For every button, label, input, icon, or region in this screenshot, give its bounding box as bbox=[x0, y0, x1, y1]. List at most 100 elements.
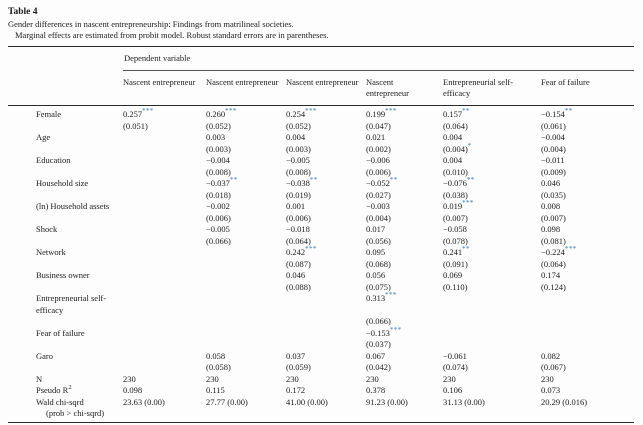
coefficient-value: 0.046 bbox=[541, 178, 628, 190]
table-row: Female 0.257*** (0.051) 0.260*** (0.052) 0.25… bbox=[8, 108, 634, 133]
standard-error: (0.035) bbox=[541, 190, 628, 202]
row-label: Education bbox=[8, 155, 123, 178]
coefficient-number: 0.067 bbox=[366, 350, 386, 361]
coefficient-cell: 0.058 (0.058) bbox=[206, 351, 286, 374]
significance-stars: ** bbox=[466, 177, 475, 185]
standard-error-number: (0.047) bbox=[366, 120, 391, 131]
coefficient-cell bbox=[123, 293, 206, 328]
coefficient-cell bbox=[123, 201, 206, 224]
row-label: Wald chi-sqrd (prob > chi-sqrd) bbox=[8, 397, 123, 420]
coefficient-cell bbox=[541, 328, 634, 351]
coefficient-value: 0.098 bbox=[541, 224, 628, 236]
significance-stars: *** bbox=[385, 292, 397, 300]
coefficient-cell bbox=[123, 270, 206, 293]
coefficient-value: −0.061 bbox=[443, 351, 535, 363]
significance-stars: *** bbox=[305, 246, 317, 254]
table-row: Household size −0.037** (0.018) −0.038** (0.… bbox=[8, 177, 634, 202]
coefficient-cell bbox=[206, 328, 286, 351]
standard-error: (0.003) bbox=[206, 144, 280, 156]
coefficient-cell: 0.001 (0.006) bbox=[286, 201, 366, 224]
coefficient-number: 0.242 bbox=[286, 247, 306, 257]
coefficient-cell bbox=[206, 247, 286, 270]
coefficient-cell: −0.005 (0.008) bbox=[286, 155, 366, 178]
row-label: Business owner bbox=[8, 270, 123, 293]
standard-error-number: (0.027) bbox=[366, 189, 391, 200]
coefficient-cell bbox=[206, 270, 286, 293]
standard-error: (0.027) bbox=[366, 190, 437, 202]
stat-cell: 20.29 (0.016) bbox=[541, 397, 634, 420]
stat-value: 230 bbox=[541, 373, 554, 384]
coefficient-value: −0.004 bbox=[541, 132, 628, 144]
coefficient-value: −0.006 bbox=[366, 155, 437, 167]
coefficient-number: 0.008 bbox=[541, 201, 561, 211]
coefficient-cell: 0.019*** (0.007) bbox=[443, 200, 541, 224]
significance-stars: *** bbox=[385, 108, 397, 116]
significance-stars: *** bbox=[225, 108, 237, 116]
standard-error-number: (0.003) bbox=[286, 143, 311, 154]
standard-error-number: (0.052) bbox=[206, 120, 231, 131]
coefficient-value: 0.001 bbox=[286, 201, 360, 213]
coefficient-number: 0.069 bbox=[443, 270, 463, 280]
standard-error: (0.038) bbox=[443, 190, 535, 202]
stats-row: N 230 230 230 230 230 230 bbox=[8, 374, 634, 386]
coefficient-cell: −0.002 (0.006) bbox=[206, 201, 286, 224]
coefficient-value: 0.019*** bbox=[443, 200, 535, 213]
stat-value: 91.23 (0.00) bbox=[366, 396, 408, 407]
coefficient-cell: 0.004 (0.003) bbox=[286, 132, 366, 155]
standard-error-number: (0.004) bbox=[443, 143, 468, 154]
row-label-text: N bbox=[36, 373, 43, 384]
standard-error: (0.075) bbox=[366, 282, 437, 294]
coefficient-value: −0.154** bbox=[541, 108, 628, 121]
significance-stars: ** bbox=[564, 108, 573, 116]
coefficient-cell: 0.046 (0.035) bbox=[541, 178, 634, 201]
stat-cell: 0.098 bbox=[123, 385, 206, 397]
standard-error-number: (0.061) bbox=[541, 120, 566, 131]
coefficient-cell: 0.004 (0.004)* bbox=[443, 132, 541, 155]
coefficient-value: −0.058 bbox=[443, 224, 535, 236]
standard-error: (0.124) bbox=[541, 282, 628, 294]
standard-error-number: (0.075) bbox=[366, 281, 391, 292]
coefficient-value: −0.037** bbox=[206, 177, 280, 190]
coefficient-cell: 0.037 (0.059) bbox=[286, 351, 366, 374]
standard-error: (0.110) bbox=[443, 282, 535, 294]
coefficient-cell: 0.199*** (0.047) bbox=[366, 108, 443, 132]
stat-value: 31.13 (0.00) bbox=[443, 396, 485, 407]
coefficient-number: 0.199 bbox=[366, 109, 386, 119]
coefficient-value: 0.242*** bbox=[286, 246, 360, 259]
standard-error-number: (0.064) bbox=[286, 235, 311, 246]
coefficient-cell bbox=[443, 328, 541, 351]
coefficient-number: −0.038 bbox=[286, 178, 310, 188]
stat-value: 0.172 bbox=[286, 385, 306, 395]
stat-value: 0.073 bbox=[541, 385, 561, 395]
coefficient-number: 0.257 bbox=[123, 109, 143, 119]
coefficient-number: −0.061 bbox=[443, 350, 467, 361]
significance-stars: ** bbox=[462, 246, 470, 254]
stat-value: 0.098 bbox=[123, 385, 143, 395]
standard-error-number: (0.068) bbox=[366, 258, 391, 269]
coefficient-cell: −0.018 (0.064) bbox=[286, 224, 366, 247]
standard-error: (0.068) bbox=[366, 259, 437, 271]
column-header-5: Entrepreneurial self-efficacy bbox=[443, 77, 514, 98]
standard-error: (0.066) bbox=[366, 316, 437, 328]
coefficient-cell bbox=[123, 247, 206, 270]
standard-error-number: (0.009) bbox=[541, 166, 566, 177]
standard-error-number: (0.074) bbox=[443, 362, 468, 372]
row-label-text: Age bbox=[36, 132, 51, 142]
stat-cell: 0.115 bbox=[206, 385, 286, 397]
coefficient-number: 0.313 bbox=[366, 293, 386, 303]
row-label-text: Business owner bbox=[36, 270, 90, 280]
coefficient-number: 0.003 bbox=[206, 132, 226, 142]
coefficient-value: 0.004 bbox=[443, 132, 535, 144]
row-label: Shock bbox=[8, 224, 123, 247]
coefficient-number: 0.004 bbox=[286, 132, 306, 142]
coefficient-cell bbox=[286, 293, 366, 328]
standard-error: (0.058) bbox=[206, 362, 280, 374]
row-label-text: Shock bbox=[36, 224, 58, 234]
standard-error-number: (0.019) bbox=[286, 189, 311, 200]
coefficient-cell: 0.008 (0.007) bbox=[541, 201, 634, 224]
table-body: Female 0.257*** (0.051) 0.260*** (0.052) 0.25… bbox=[8, 106, 634, 422]
coefficient-number: 0.021 bbox=[366, 132, 386, 142]
stat-cell: 0.106 bbox=[443, 385, 541, 397]
standard-error: (0.064) bbox=[443, 121, 535, 133]
coefficient-number: −0.005 bbox=[286, 155, 310, 165]
